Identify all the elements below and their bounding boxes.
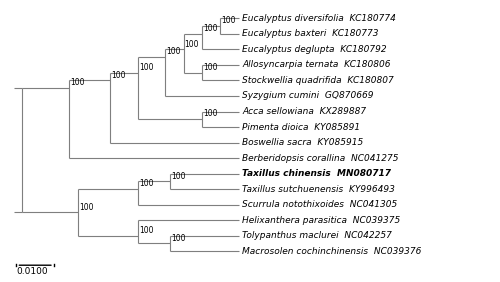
Text: 100: 100 — [184, 40, 199, 49]
Text: 100: 100 — [79, 203, 94, 212]
Text: 100: 100 — [171, 234, 186, 243]
Text: Helixanthera parasitica  NC039375: Helixanthera parasitica NC039375 — [242, 216, 400, 225]
Text: 100: 100 — [166, 47, 180, 56]
Text: Eucalyptus baxteri  KC180773: Eucalyptus baxteri KC180773 — [242, 29, 378, 38]
Text: Berberidopsis corallina  NC041275: Berberidopsis corallina NC041275 — [242, 154, 398, 163]
Text: 100: 100 — [138, 63, 153, 72]
Text: Stockwellia quadrifida  KC180807: Stockwellia quadrifida KC180807 — [242, 76, 394, 85]
Text: Syzygium cumini  GQ870669: Syzygium cumini GQ870669 — [242, 91, 374, 100]
Text: Tolypanthus maclurei  NC042257: Tolypanthus maclurei NC042257 — [242, 231, 392, 240]
Text: 100: 100 — [221, 16, 236, 25]
Text: Boswellia sacra  KY085915: Boswellia sacra KY085915 — [242, 138, 364, 147]
Text: 100: 100 — [138, 179, 153, 188]
Text: 100: 100 — [70, 78, 84, 87]
Text: Allosyncarpia ternata  KC180806: Allosyncarpia ternata KC180806 — [242, 60, 390, 69]
Text: 100: 100 — [203, 63, 218, 72]
Text: 100: 100 — [203, 24, 218, 33]
Text: 0.0100: 0.0100 — [16, 267, 48, 276]
Text: Scurrula notothixoides  NC041305: Scurrula notothixoides NC041305 — [242, 200, 398, 209]
Text: Taxillus chinensis  MN080717: Taxillus chinensis MN080717 — [242, 169, 391, 178]
Text: Eucalyptus deglupta  KC180792: Eucalyptus deglupta KC180792 — [242, 45, 387, 54]
Text: Macrosolen cochinchinensis  NC039376: Macrosolen cochinchinensis NC039376 — [242, 247, 422, 256]
Text: Acca sellowiana  KX289887: Acca sellowiana KX289887 — [242, 107, 366, 116]
Text: 100: 100 — [138, 226, 153, 235]
Text: 100: 100 — [171, 171, 186, 180]
Text: 100: 100 — [111, 71, 126, 80]
Text: Eucalyptus diversifolia  KC180774: Eucalyptus diversifolia KC180774 — [242, 14, 396, 23]
Text: Pimenta dioica  KY085891: Pimenta dioica KY085891 — [242, 122, 360, 131]
Text: Taxillus sutchuenensis  KY996493: Taxillus sutchuenensis KY996493 — [242, 185, 395, 194]
Text: 100: 100 — [203, 109, 218, 118]
